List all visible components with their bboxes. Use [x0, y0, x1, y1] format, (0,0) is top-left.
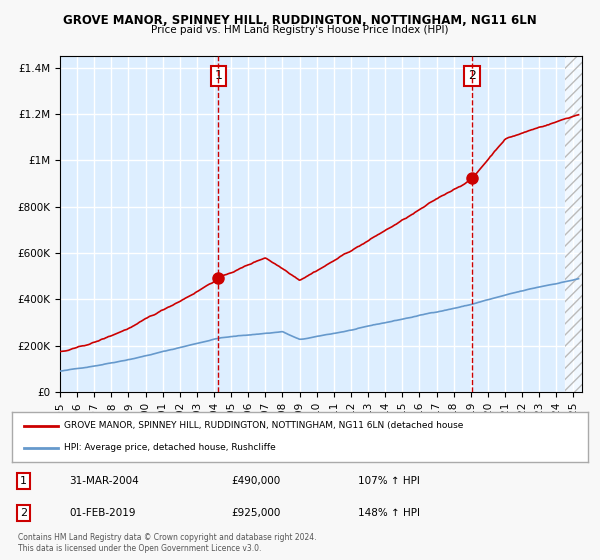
Text: Price paid vs. HM Land Registry's House Price Index (HPI): Price paid vs. HM Land Registry's House … [151, 25, 449, 35]
Text: 2: 2 [20, 508, 27, 518]
Text: 107% ↑ HPI: 107% ↑ HPI [358, 476, 419, 486]
Text: GROVE MANOR, SPINNEY HILL, RUDDINGTON, NOTTINGHAM, NG11 6LN: GROVE MANOR, SPINNEY HILL, RUDDINGTON, N… [63, 14, 537, 27]
Text: GROVE MANOR, SPINNEY HILL, RUDDINGTON, NOTTINGHAM, NG11 6LN (detached house: GROVE MANOR, SPINNEY HILL, RUDDINGTON, N… [64, 421, 463, 430]
Text: 31-MAR-2004: 31-MAR-2004 [70, 476, 139, 486]
Text: Contains HM Land Registry data © Crown copyright and database right 2024.: Contains HM Land Registry data © Crown c… [18, 533, 317, 542]
Text: 1: 1 [214, 69, 222, 82]
Text: 148% ↑ HPI: 148% ↑ HPI [358, 508, 419, 518]
Text: This data is licensed under the Open Government Licence v3.0.: This data is licensed under the Open Gov… [18, 544, 262, 553]
Bar [565, 56, 582, 392]
Text: 1: 1 [20, 476, 27, 486]
Text: 2: 2 [468, 69, 476, 82]
Text: £925,000: £925,000 [231, 508, 280, 518]
Text: HPI: Average price, detached house, Rushcliffe: HPI: Average price, detached house, Rush… [64, 444, 275, 452]
Text: 01-FEB-2019: 01-FEB-2019 [70, 508, 136, 518]
Bar [565, 56, 582, 392]
Text: £490,000: £490,000 [231, 476, 280, 486]
